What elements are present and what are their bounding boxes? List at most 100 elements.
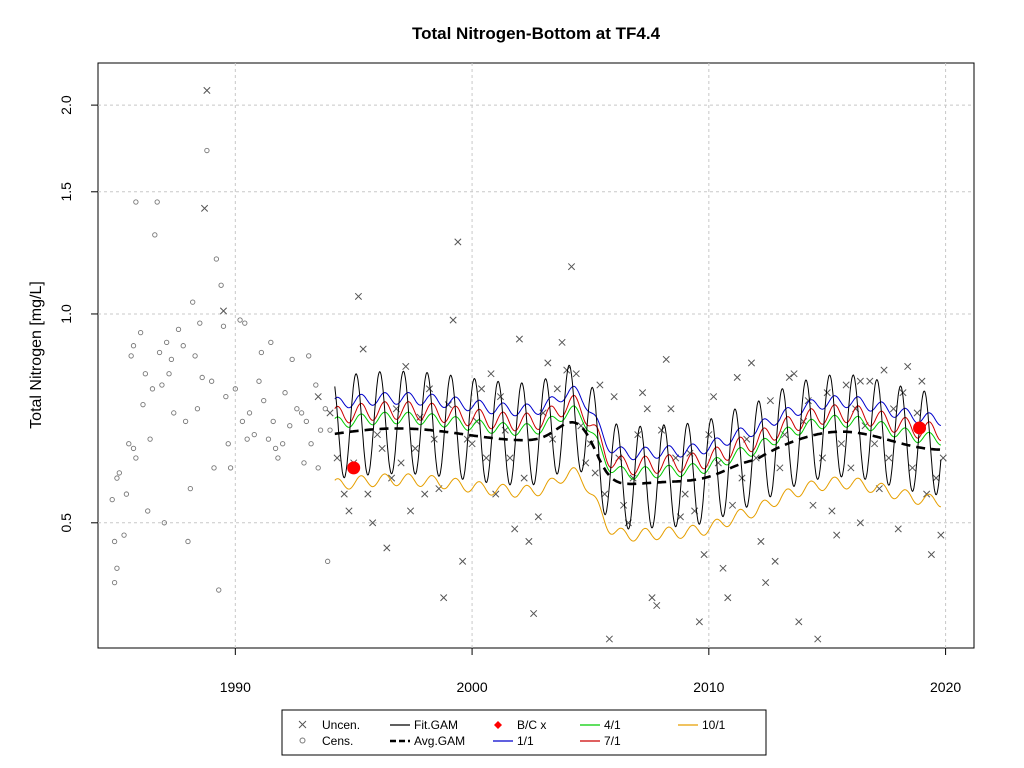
censored-point [280,441,286,447]
uncensored-point [747,359,756,367]
uncensored-point [449,316,457,324]
uncensored-point [790,370,798,378]
uncensored-point [406,507,415,515]
censored-point [317,427,324,433]
uncensored-point [477,385,486,393]
legend-label: 1/1 [517,734,534,748]
uncensored-point [667,405,675,413]
censored-point [116,470,122,476]
x-tick-label: 2000 [456,679,487,695]
uncensored-point [885,454,893,462]
censored-point [121,532,127,538]
uncensored-point [496,393,505,401]
censored-point [261,397,267,404]
uncensored-point [757,537,765,546]
uncensored-points [200,86,947,643]
fit-gam-line [334,364,942,530]
uncensored-point [482,454,490,462]
censored-point [185,538,191,545]
censored-point [152,232,158,238]
censored-point [325,558,331,564]
bc-points [347,421,927,475]
censored-point [192,353,198,359]
uncensored-point [487,370,495,378]
uncensored-point [345,507,353,515]
band-10-1 [334,467,942,542]
uncensored-point [314,393,322,401]
band-4-1 [334,405,942,480]
censored-point [182,418,189,425]
uncensored-point [842,381,850,389]
censored-point [168,356,175,363]
y-axis-label: Total Nitrogen [mg/L] [28,281,45,429]
censored-point [211,465,217,471]
censored-point [225,441,231,447]
censored-point [204,147,210,154]
censored-point [287,423,293,429]
uncensored-point [558,338,566,346]
uncensored-point [648,594,656,602]
uncensored-point [534,513,542,521]
chart-title: Total Nitrogen-Bottom at TF4.4 [412,24,661,43]
censored-point [242,320,248,326]
y-axis-ticks: 0.5 1.0 1.5 2.0 [58,95,98,533]
censored-point [145,508,151,514]
uncensored-point [766,397,774,405]
censored-point [130,445,137,452]
censored-point [133,455,139,461]
legend-label: Uncen. [322,718,360,732]
grid [98,63,974,648]
uncensored-point [695,618,703,626]
censored-point [114,565,120,571]
x-tick-label: 1990 [220,679,251,695]
censored-point [322,406,328,412]
bc-point [913,421,927,435]
uncensored-point [326,409,334,417]
y-tick-label: 1.0 [58,304,74,324]
legend-label: 10/1 [702,718,726,732]
uncensored-point [629,474,637,482]
censored-point [216,587,222,593]
legend-label: Avg.GAM [414,734,465,748]
uncensored-point [932,474,940,482]
censored-point [294,406,300,412]
uncensored-point [823,389,831,397]
uncensored-point [567,263,576,271]
censored-point [315,465,321,471]
band-7-1 [334,394,942,476]
censored-point [282,390,288,396]
uncensored-point [771,557,779,565]
uncensored-point [572,370,580,378]
uncensored-point [421,490,429,498]
uncensored-point [904,362,912,371]
uncensored-point [681,490,689,498]
uncensored-point [918,377,926,385]
censored-point [327,427,333,433]
censored-point [140,402,146,408]
censored-point [130,343,137,349]
uncensored-point [397,459,405,467]
censored-point [301,460,307,466]
censored-point [251,431,257,438]
censored-point [171,410,177,416]
uncensored-point [927,550,935,559]
uncensored-point [638,389,647,397]
censored-point [197,320,203,326]
censored-point [308,441,314,447]
censored-point [123,491,130,497]
censored-point [149,386,156,392]
uncensored-point [544,359,552,367]
uncensored-point [605,635,613,643]
uncensored-point [200,204,209,212]
uncensored-point [591,469,599,477]
uncensored-point [724,594,732,602]
uncensored-point [804,397,812,405]
uncensored-point [525,537,533,546]
uncensored-point [468,440,476,448]
uncensored-point [354,292,362,300]
censored-point [246,410,253,416]
censored-point [223,393,229,400]
uncensored-point [454,238,462,246]
uncensored-point [662,355,670,363]
legend-cens-marker [299,737,306,744]
